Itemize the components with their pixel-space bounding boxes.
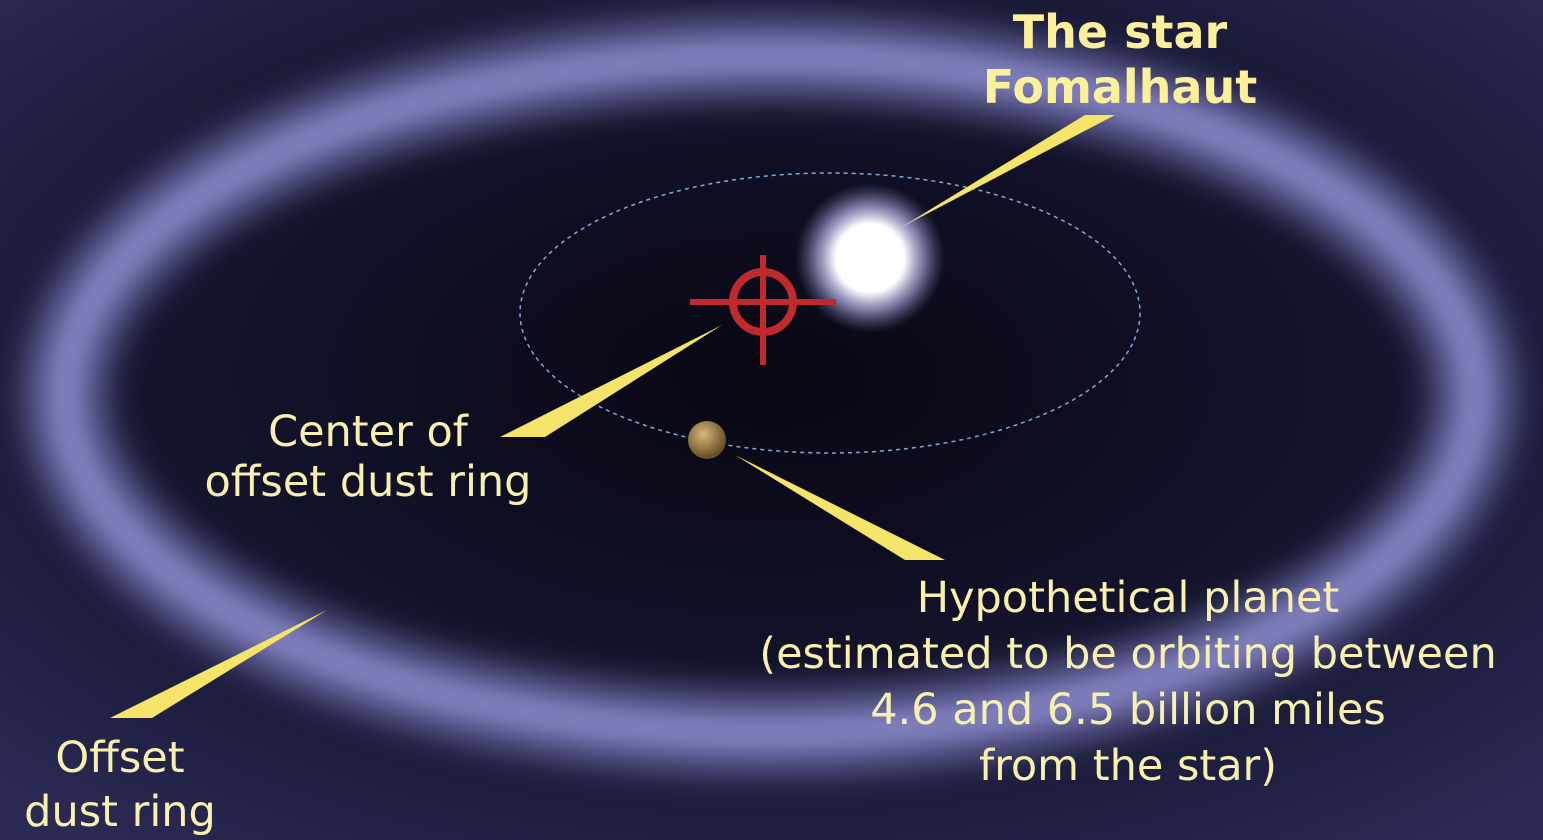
label: 4.6 and 6.5 billion miles — [870, 685, 1386, 735]
label: Fomalhaut — [983, 60, 1257, 114]
star — [840, 228, 900, 288]
label: The star — [1013, 5, 1228, 59]
label: Center of — [268, 407, 469, 457]
diagram: The star Fomalhaut Center of offset dust… — [0, 0, 1543, 840]
label: dust ring — [24, 787, 216, 837]
label: from the star) — [979, 741, 1277, 791]
label: offset dust ring — [205, 457, 532, 507]
label: Hypothetical planet — [917, 573, 1340, 623]
label: Offset — [55, 733, 184, 783]
planet — [688, 421, 726, 459]
label: (estimated to be orbiting between — [759, 629, 1496, 679]
